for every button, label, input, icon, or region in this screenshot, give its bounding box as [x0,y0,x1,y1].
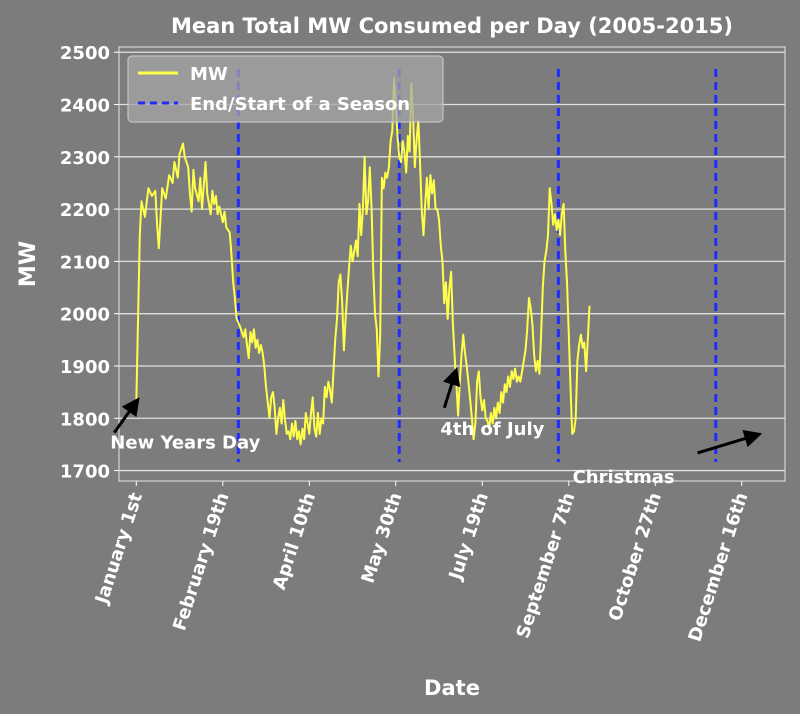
y-tick-label: 2200 [60,200,110,221]
y-tick-label: 2500 [60,43,110,64]
annotation-label: Christmas [573,467,675,488]
x-axis-label: Date [424,676,480,700]
y-tick-label: 1900 [60,357,110,378]
legend: MW End/Start of a Season [127,55,444,123]
y-axis-label: MW [16,241,41,287]
y-axis: 1700 1800 1900 2000 2100 2200 2300 2400 2500 [60,43,119,483]
annotation-arrow [113,397,140,434]
legend-label-mw: MW [190,64,228,85]
y-tick-label: 1800 [60,409,110,430]
annotation-label: 4th of July [440,419,544,440]
series-layer [135,77,591,446]
y-tick-label: 2000 [60,305,110,326]
series-line-mw [135,77,591,446]
chart-title: Mean Total MW Consumed per Day (2005-201… [171,14,733,38]
annotation-arrow [697,429,763,455]
season-lines [236,69,718,462]
legend-label-season: End/Start of a Season [190,94,410,115]
y-tick-label: 2400 [60,96,110,117]
annotation-label: New Years Day [110,433,260,454]
y-tick-label: 2300 [60,148,110,169]
y-tick-label: 1700 [60,462,110,483]
plot-frame [118,46,786,482]
annotation-arrow [442,367,461,409]
annotations: New Years Day 4th of July Christmas [110,367,763,488]
legend-box [127,55,444,123]
plot-area: New Years Day 4th of July Christmas [110,46,786,488]
y-tick-label: 2100 [60,252,110,273]
grid-lines [119,51,785,472]
